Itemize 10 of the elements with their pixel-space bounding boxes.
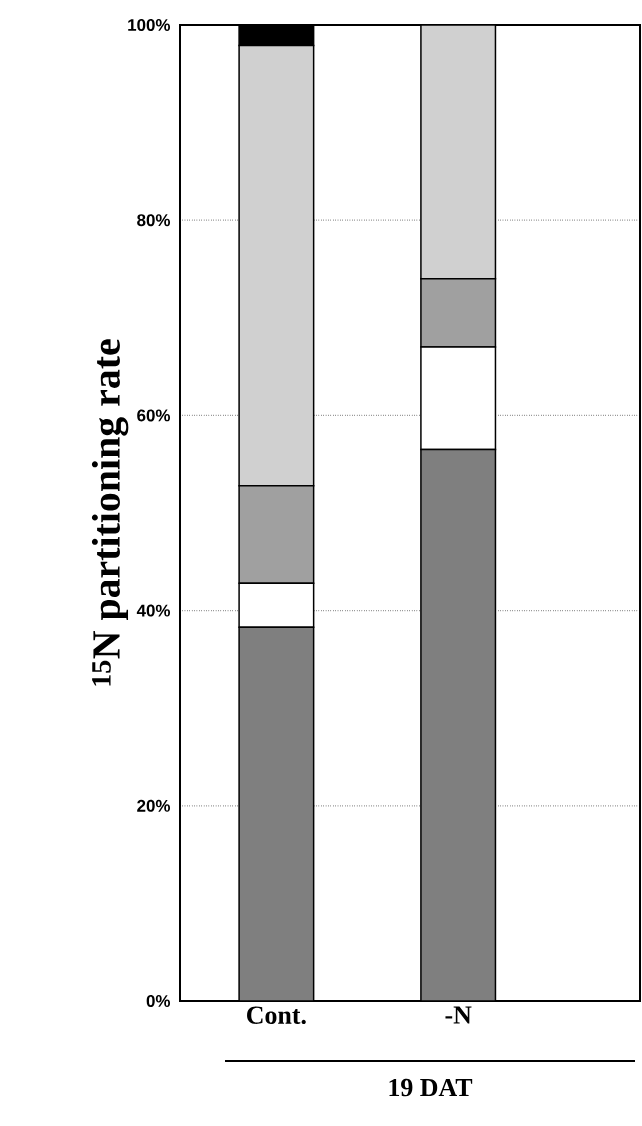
- y-tick-label: 40%: [136, 604, 171, 617]
- y-tick-label: 60%: [137, 409, 171, 422]
- x-tick-label: Cont.: [247, 1006, 306, 1025]
- y-axis-title: $^{15}$N partitioning rate: [91, 339, 129, 686]
- x-tick-label: -N: [445, 1006, 472, 1024]
- x-axis-title: 19 DAT: [389, 1078, 473, 1097]
- y-tick-label: 80%: [137, 214, 171, 227]
- y-tick-label: 0%: [146, 995, 171, 1007]
- y-tick-label: 20%: [137, 799, 171, 812]
- y-tick-label: 100%: [128, 18, 171, 31]
